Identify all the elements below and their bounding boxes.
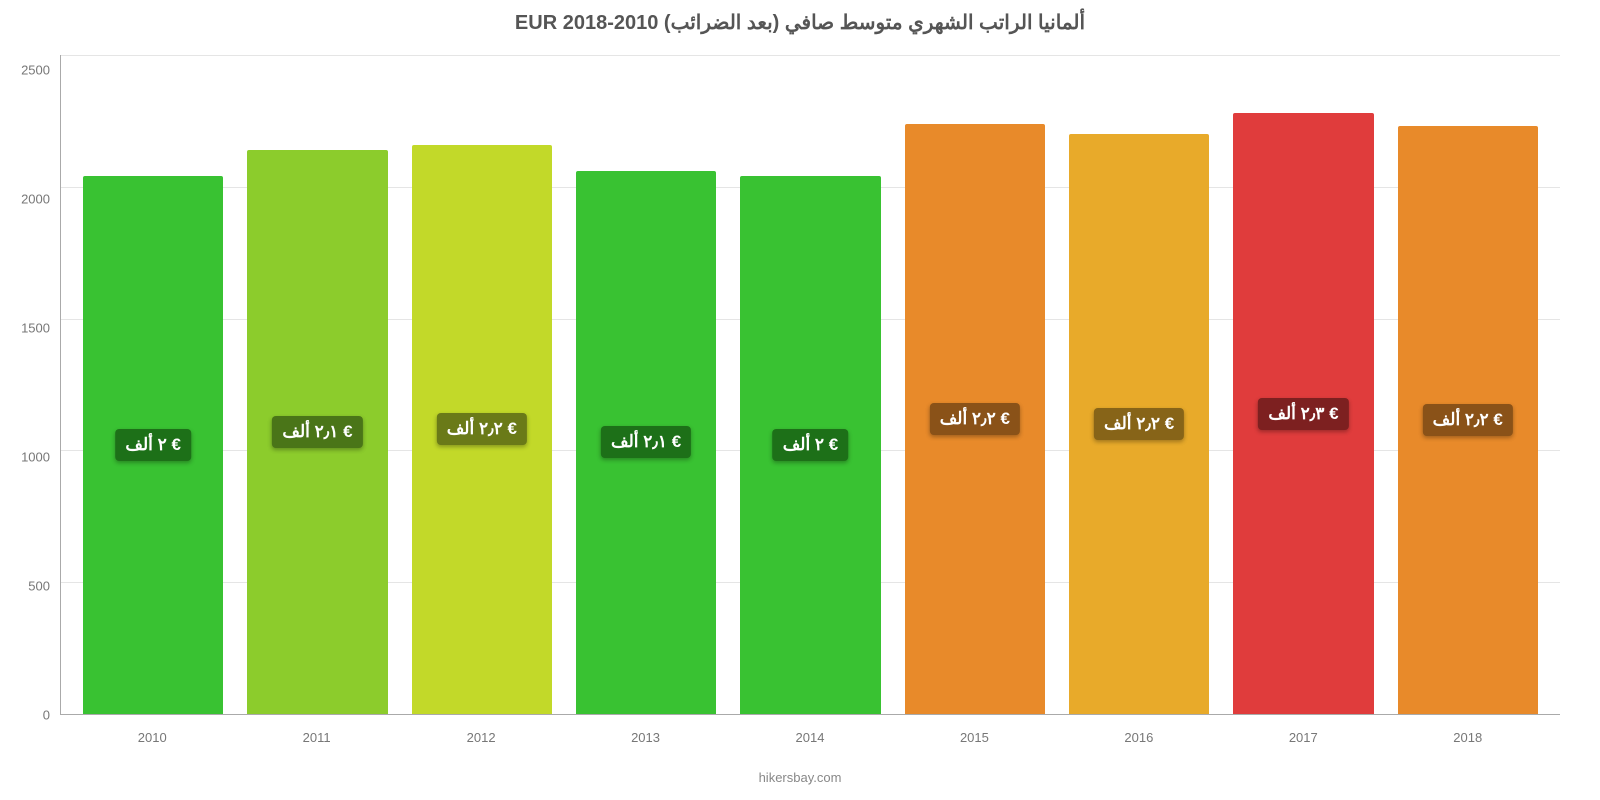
bar-wrapper: € ٢٫٢ ألف [1057,55,1221,714]
y-tick: 2500 [0,63,55,78]
y-tick: 0 [0,708,55,723]
bar-value-label: € ٢ ألف [115,429,191,461]
bar-value-label: € ٢٫٢ ألف [1094,408,1184,440]
bar: € ٢٫٢ ألف [905,124,1045,714]
plot-area: € ٢ ألف € ٢٫١ ألف € ٢٫٢ ألف € ٢٫١ ألف € ٢ أل… [60,55,1560,715]
x-tick: 2018 [1386,730,1550,745]
bar-wrapper: € ٢٫١ ألف [235,55,399,714]
chart-body: 2500 2000 1500 1000 500 0 € ٢ ألف € ٢٫١ أ… [0,55,1600,765]
x-tick: 2011 [234,730,398,745]
y-tick: 1000 [0,450,55,465]
bar: € ٢٫٣ ألف [1233,113,1373,714]
x-tick: 2014 [728,730,892,745]
bar-wrapper: € ٢ ألف [71,55,235,714]
bar: € ٢٫١ ألف [576,171,716,714]
bar: € ٢٫٢ ألف [1069,134,1209,714]
bar-wrapper: € ٢٫٣ ألف [1221,55,1385,714]
bar-wrapper: € ٢ ألف [728,55,892,714]
chart-title: ألمانيا الراتب الشهري متوسط صافي (بعد ال… [0,10,1600,35]
x-tick: 2017 [1221,730,1385,745]
bar: € ٢٫٢ ألف [1398,126,1538,714]
y-tick: 500 [0,579,55,594]
bar-value-label: € ٢ ألف [773,429,849,461]
chart-container: ألمانيا الراتب الشهري متوسط صافي (بعد ال… [0,0,1600,800]
bars-container: € ٢ ألف € ٢٫١ ألف € ٢٫٢ ألف € ٢٫١ ألف € ٢ أل… [61,55,1560,714]
bar-wrapper: € ٢٫٢ ألف [1386,55,1550,714]
y-tick: 1500 [0,321,55,336]
bar-value-label: € ٢٫٢ ألف [1423,404,1513,436]
bar: € ٢٫٢ ألف [412,145,552,714]
bar-value-label: € ٢٫٢ ألف [930,403,1020,435]
y-tick: 2000 [0,192,55,207]
y-axis: 2500 2000 1500 1000 500 0 [0,55,55,715]
x-tick: 2010 [70,730,234,745]
bar-value-label: € ٢٫٢ ألف [437,413,527,445]
bar-value-label: € ٢٫٣ ألف [1258,398,1348,430]
bar: € ٢ ألف [83,176,223,714]
x-tick: 2016 [1057,730,1221,745]
x-tick: 2013 [563,730,727,745]
bar-value-label: € ٢٫١ ألف [272,416,362,448]
bar-wrapper: € ٢٫٢ ألف [400,55,564,714]
bar: € ٢٫١ ألف [247,150,387,714]
x-tick: 2015 [892,730,1056,745]
x-axis: 201020112012201320142015201620172018 [60,730,1560,745]
bar-value-label: € ٢٫١ ألف [601,426,691,458]
bar-wrapper: € ٢٫٢ ألف [893,55,1057,714]
bar: € ٢ ألف [740,176,880,714]
x-tick: 2012 [399,730,563,745]
attribution: hikersbay.com [0,765,1600,800]
bar-wrapper: € ٢٫١ ألف [564,55,728,714]
